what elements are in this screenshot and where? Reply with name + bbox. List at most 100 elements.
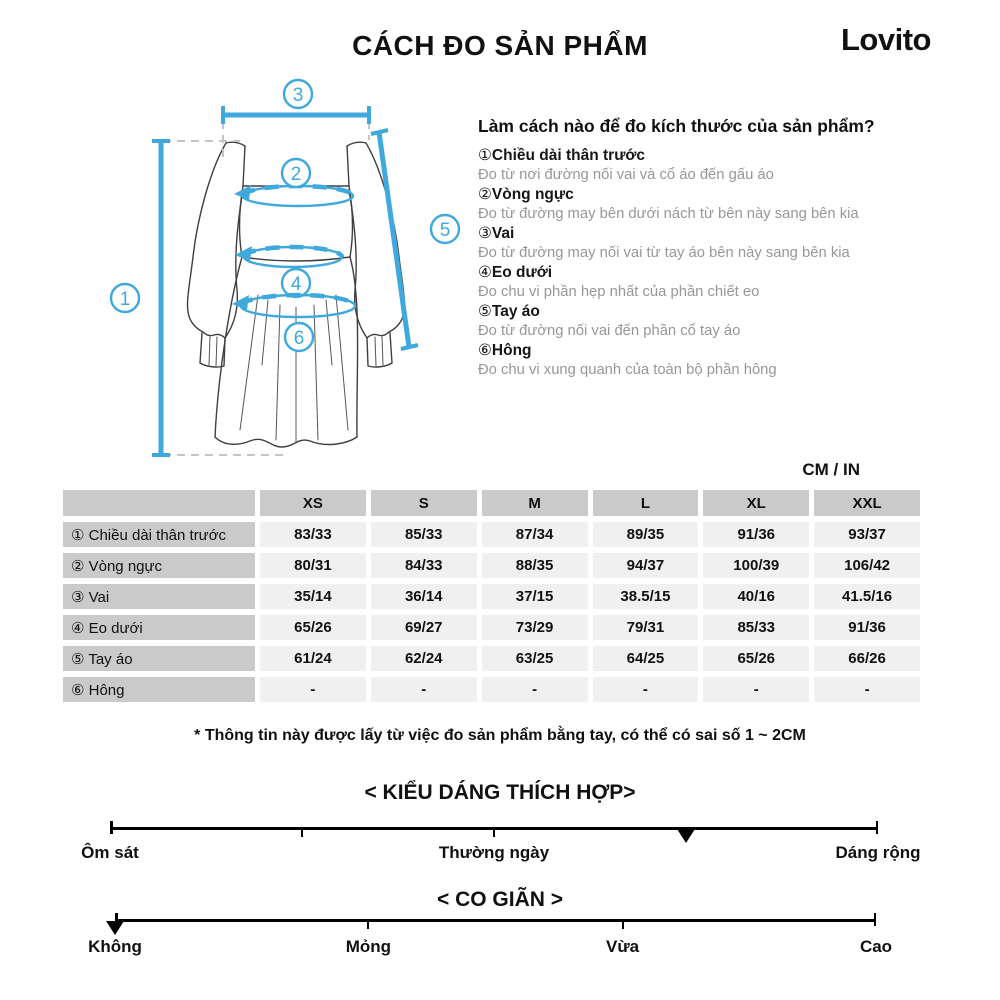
item-description: Đo từ nơi đường nối vai và cổ áo đến gấu… (478, 166, 774, 183)
item-description: Đo từ đường may bên dưới nách từ bên này… (478, 205, 859, 222)
table-cell: - (481, 677, 588, 702)
table-row-label: ④ Eo dưới (63, 615, 255, 640)
table-cell: 41.5/16 (814, 584, 920, 609)
stretch-scale-title: < CO GIÃN > (436, 888, 564, 911)
table-cell: 66/26 (814, 646, 920, 671)
instructions-heading: Làm cách nào để đo kích thước của sản ph… (478, 116, 875, 136)
table-cell: 61/24 (260, 646, 366, 671)
item-description: Đo từ đường nối vai đến phần cổ tay áo (478, 322, 741, 339)
item-description: Đo chu vi xung quanh của toàn bộ phần hô… (478, 361, 777, 378)
fit-scale-labels: Ôm sát Thường ngày Dáng rộng (81, 843, 920, 865)
table-header-empty (63, 490, 255, 516)
fit-scale-track (110, 821, 878, 843)
table-cell: 40/16 (703, 584, 810, 609)
tolerance-footnote: * Thông tin này được lấy từ việc đo sản … (194, 727, 806, 744)
item-label: Vòng ngực (491, 186, 574, 203)
table-cell: 85/33 (703, 615, 810, 640)
item-number: ⑤ (478, 303, 492, 320)
table-cell: 87/34 (481, 522, 588, 547)
instruction-item: ⑤Tay áo Đo từ đường nối vai đến phần cổ … (478, 302, 928, 341)
stretch-label-thin: Mỏng (345, 937, 392, 956)
item-number: ③ (478, 225, 492, 242)
stretch-scale-track (106, 913, 876, 935)
measure-number-4: 4 (291, 274, 302, 295)
brand-logo: Lovito (841, 22, 932, 57)
instruction-item: ⑥Hông Đo chu vi xung quanh của toàn bộ p… (478, 341, 928, 380)
fit-scale-title: < KIỂU DÁNG THÍCH HỢP> (364, 781, 636, 804)
item-label: Hông (491, 342, 532, 359)
instruction-item: ④Eo dưới Đo chu vi phần hẹp nhất của phầ… (478, 263, 928, 302)
table-cell: 106/42 (814, 553, 920, 578)
table-cell: 73/29 (481, 615, 588, 640)
table-cell: 88/35 (481, 553, 588, 578)
table-cell: - (370, 677, 477, 702)
item-label: Vai (491, 225, 515, 242)
table-row-label: ⑥ Hông (63, 677, 255, 702)
measure-line-sleeve: 5 (370, 128, 461, 351)
stretch-scale-labels: Không Mỏng Vừa Cao (88, 937, 892, 959)
table-cell: 65/26 (703, 646, 810, 671)
measure-number-6: 6 (294, 328, 305, 349)
measure-number-5: 5 (440, 220, 451, 241)
item-description: Đo chu vi phần hẹp nhất của phần chiết e… (478, 283, 760, 300)
size-table: XS S M L XL XXL ① Chiều dài thân trước 8… (63, 490, 920, 702)
table-row-label: ② Vòng ngực (63, 553, 255, 578)
measure-line-shoulder: 3 (221, 78, 371, 124)
stretch-scale-tick (621, 921, 624, 929)
table-cell: 89/35 (592, 522, 699, 547)
stretch-label-none: Không (88, 937, 142, 956)
fit-scale-tick (493, 829, 495, 837)
fit-scale-endcap-left (110, 821, 113, 834)
measure-line-front-length: 1 (109, 139, 170, 457)
fit-scale-endcap-right (875, 821, 878, 834)
stretch-scale-line (115, 919, 876, 922)
table-cell: 64/25 (592, 646, 699, 671)
table-cell: 91/36 (703, 522, 810, 547)
table-cell: - (260, 677, 366, 702)
instruction-item: ③Vai Đo từ đường may nối vai từ tay áo b… (478, 224, 928, 263)
table-cell: 65/26 (260, 615, 366, 640)
table-header-size: L (592, 490, 699, 516)
dress-outline-drawing (186, 141, 406, 448)
table-cell: 69/27 (370, 615, 477, 640)
table-header-size: XS (260, 490, 366, 516)
item-label: Tay áo (491, 303, 540, 320)
table-cell: 35/14 (260, 584, 366, 609)
table-cell: 80/31 (260, 553, 366, 578)
table-cell: 93/37 (814, 522, 920, 547)
measure-ellipse-bust: 2 (234, 157, 356, 208)
unit-label: CM / IN (802, 460, 860, 479)
item-number: ⑥ (478, 342, 492, 359)
stretch-scale-marker-triangle (106, 921, 124, 935)
measure-ellipse-waist: 4 (235, 244, 345, 299)
table-header-size: XL (703, 490, 810, 516)
dress-measurement-diagram: 1 3 2 4 6 5 (109, 78, 461, 457)
fit-scale-line (110, 827, 878, 830)
item-description: Đo từ đường may nối vai từ tay áo bên nà… (478, 244, 850, 261)
table-cell: 37/15 (481, 584, 588, 609)
measurement-instructions: Làm cách nào để đo kích thước của sản ph… (478, 116, 928, 380)
table-row-label: ③ Vai (63, 584, 255, 609)
measure-number-1: 1 (120, 289, 131, 310)
table-header-size: S (370, 490, 477, 516)
table-cell: - (592, 677, 699, 702)
item-number: ① (478, 147, 492, 164)
fit-label-loose: Dáng rộng (835, 843, 921, 862)
item-number: ② (478, 186, 492, 203)
table-cell: - (703, 677, 810, 702)
measure-number-3: 3 (293, 85, 304, 106)
table-cell: 91/36 (814, 615, 920, 640)
item-label: Eo dưới (491, 264, 553, 281)
table-cell: - (814, 677, 920, 702)
table-row-label: ① Chiều dài thân trước (63, 522, 255, 547)
table-cell: 85/33 (370, 522, 477, 547)
stretch-scale-endcap-left (115, 913, 118, 926)
fit-label-tight: Ôm sát (81, 843, 139, 862)
table-cell: 83/33 (260, 522, 366, 547)
measure-number-2: 2 (291, 164, 302, 185)
table-row-label: ⑤ Tay áo (63, 646, 255, 671)
fit-scale-tick (301, 829, 303, 837)
instruction-item: ①Chiều dài thân trước Đo từ nơi đường nố… (478, 146, 928, 185)
table-cell: 94/37 (592, 553, 699, 578)
measure-ellipse-hip: 6 (232, 292, 358, 353)
